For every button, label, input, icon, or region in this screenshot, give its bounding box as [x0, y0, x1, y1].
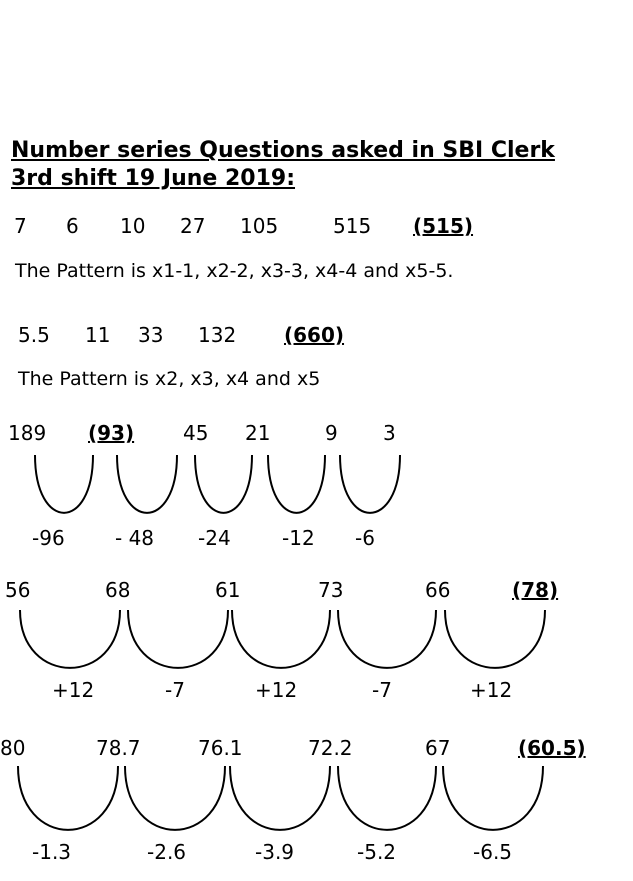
- difference: +12: [470, 678, 513, 702]
- term: 78.7: [96, 736, 141, 760]
- difference: -6: [355, 526, 375, 550]
- difference: -6.5: [473, 840, 513, 864]
- term: 21: [245, 421, 271, 445]
- term: 68: [105, 578, 131, 602]
- difference: -2.6: [147, 840, 187, 864]
- difference: +12: [52, 678, 95, 702]
- difference: -3.9: [255, 840, 295, 864]
- term: (78): [512, 578, 559, 602]
- arc: [337, 765, 437, 831]
- arc: [127, 609, 229, 669]
- answer: (515): [413, 214, 474, 238]
- term: 7: [14, 214, 27, 238]
- title-line: Number series Questions asked in SBI Cle…: [11, 138, 555, 163]
- arc: [17, 765, 119, 831]
- difference: -24: [198, 526, 231, 550]
- difference: +12: [255, 678, 298, 702]
- arc: [337, 609, 437, 669]
- term: 33: [138, 323, 164, 347]
- arc: [444, 609, 546, 669]
- title-line: 3rd shift 19 June 2019:: [11, 166, 296, 191]
- arc: [194, 454, 253, 514]
- term: (60.5): [518, 736, 586, 760]
- term: 73: [318, 578, 344, 602]
- term: 56: [5, 578, 31, 602]
- arc: [229, 765, 331, 831]
- term: (93): [88, 421, 135, 445]
- arc: [231, 609, 331, 669]
- term: 6: [66, 214, 79, 238]
- term: 9: [325, 421, 338, 445]
- arc: [116, 454, 178, 514]
- arc: [34, 454, 94, 514]
- difference: -12: [282, 526, 315, 550]
- difference: -7: [372, 678, 392, 702]
- term: 67: [425, 736, 451, 760]
- answer: (660): [284, 323, 345, 347]
- term: 105: [240, 214, 279, 238]
- term: 3: [383, 421, 396, 445]
- arc: [19, 609, 121, 669]
- term: 10: [120, 214, 146, 238]
- term: 45: [183, 421, 209, 445]
- term: 66: [425, 578, 451, 602]
- term: 515: [333, 214, 372, 238]
- term: 189: [8, 421, 47, 445]
- difference: - 48: [115, 526, 155, 550]
- difference: -7: [165, 678, 185, 702]
- term: 5.5: [18, 323, 50, 347]
- pattern: The Pattern is x2, x3, x4 and x5: [18, 368, 321, 390]
- difference: -96: [32, 526, 65, 550]
- term: 61: [215, 578, 241, 602]
- term: 132: [198, 323, 237, 347]
- term: 72.2: [308, 736, 353, 760]
- pattern: The Pattern is x1-1, x2-2, x3-3, x4-4 an…: [15, 260, 454, 282]
- arc: [339, 454, 401, 514]
- term: 27: [180, 214, 206, 238]
- term: 80: [0, 736, 26, 760]
- term: 76.1: [198, 736, 243, 760]
- term: 11: [85, 323, 111, 347]
- difference: -5.2: [357, 840, 397, 864]
- arc: [267, 454, 326, 514]
- arc: [442, 765, 544, 831]
- arc: [124, 765, 226, 831]
- difference: -1.3: [32, 840, 72, 864]
